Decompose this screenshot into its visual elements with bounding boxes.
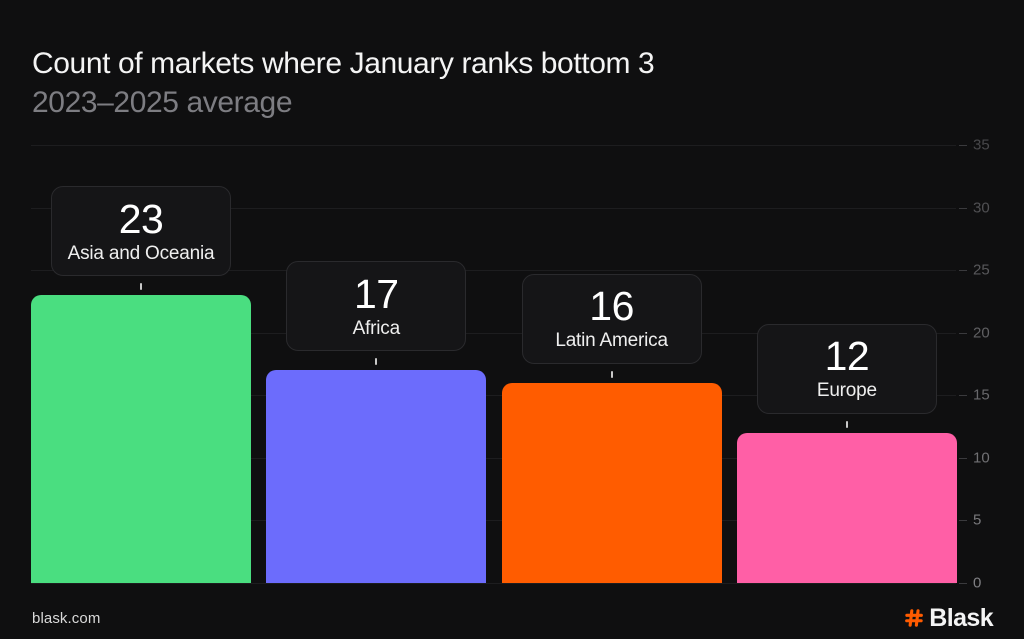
y-axis-tick-30 bbox=[959, 207, 967, 209]
chart-subtitle: 2023–2025 average bbox=[32, 86, 293, 119]
blask-logo: Blask bbox=[903, 603, 994, 633]
bar-asia-and-oceania[interactable] bbox=[31, 295, 251, 583]
category-label-asia-and-oceania: Asia and Oceania bbox=[67, 242, 215, 264]
value-label-africa: 17 bbox=[353, 270, 399, 317]
y-axis-tick-label-10: 10 bbox=[973, 449, 990, 467]
value-label-asia-and-oceania: 23 bbox=[118, 195, 164, 242]
blask-hash-icon bbox=[905, 609, 924, 627]
y-axis-tick-0 bbox=[959, 583, 967, 584]
chart-header: Count of markets where January ranks bot… bbox=[32, 44, 655, 122]
gridline-10 bbox=[31, 457, 956, 459]
gridline-35 bbox=[31, 145, 956, 146]
blask-wordmark: Blask bbox=[929, 603, 993, 632]
y-axis-tick-label-35: 35 bbox=[973, 136, 990, 154]
card-connector-africa bbox=[375, 358, 378, 366]
y-axis-tick-10 bbox=[959, 457, 967, 459]
y-axis-tick-35 bbox=[959, 145, 967, 146]
category-label-africa: Africa bbox=[352, 317, 401, 339]
gridline-30 bbox=[31, 207, 956, 209]
gridline-25 bbox=[31, 270, 956, 272]
y-axis-tick-label-20: 20 bbox=[973, 324, 990, 342]
gridline-20 bbox=[31, 332, 956, 334]
gridline-15 bbox=[31, 395, 956, 397]
card-connector-asia-and-oceania bbox=[140, 283, 142, 291]
gridline-5 bbox=[31, 520, 956, 522]
y-axis-tick-label-5: 5 bbox=[973, 511, 982, 529]
category-label-europe: Europe bbox=[816, 380, 877, 402]
bar-africa[interactable] bbox=[266, 370, 487, 583]
gridline-0 bbox=[31, 583, 956, 584]
footer: blask.com Blask bbox=[32, 602, 994, 634]
y-axis-tick-label-0: 0 bbox=[973, 574, 982, 592]
y-axis-tick-15 bbox=[959, 395, 967, 397]
y-axis-tick-20 bbox=[959, 332, 967, 334]
y-axis-tick-25 bbox=[959, 270, 967, 272]
card-connector-europe bbox=[845, 420, 848, 428]
value-label-europe: 12 bbox=[824, 333, 870, 380]
y-axis-tick-5 bbox=[959, 520, 967, 522]
value-card-africa: 17 Africa bbox=[286, 261, 467, 352]
category-label-latin-america: Latin America bbox=[555, 330, 668, 352]
chart-title: Count of markets where January ranks bot… bbox=[32, 47, 655, 80]
value-label-latin-america: 16 bbox=[589, 283, 634, 330]
website-link[interactable]: blask.com bbox=[32, 609, 101, 627]
card-connector-latin-america bbox=[610, 370, 613, 378]
y-axis-tick-label-30: 30 bbox=[973, 199, 990, 217]
y-axis-tick-label-25: 25 bbox=[973, 261, 990, 279]
bar-europe[interactable] bbox=[736, 432, 957, 583]
value-card-europe: 12 Europe bbox=[756, 323, 937, 414]
value-card-latin-america: 16 Latin America bbox=[521, 273, 702, 364]
bar-latin-america[interactable] bbox=[501, 382, 722, 583]
y-axis-tick-label-15: 15 bbox=[973, 386, 990, 404]
value-card-asia-and-oceania: 23 Asia and Oceania bbox=[51, 186, 231, 277]
